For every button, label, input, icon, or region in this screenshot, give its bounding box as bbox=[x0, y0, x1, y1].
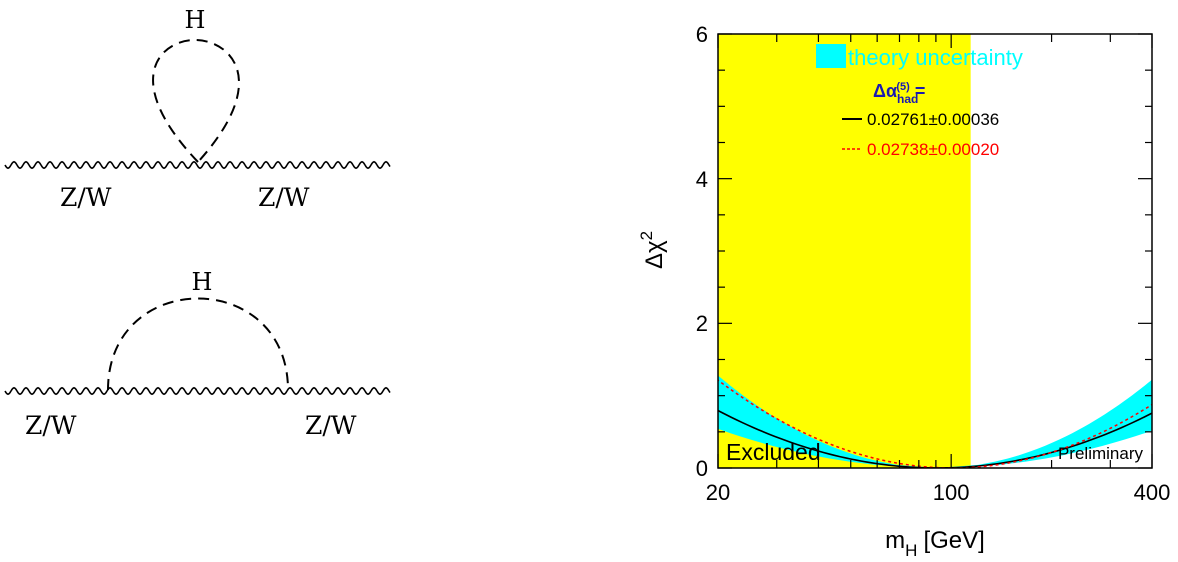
higgs-loop-dashed bbox=[152, 38, 240, 163]
boson-label-right: Z/W bbox=[258, 183, 310, 212]
y-axis-title: Δχ2 bbox=[637, 231, 668, 269]
boson-line-wavy bbox=[4, 386, 391, 396]
legend-band-label: theory uncertainty bbox=[848, 45, 1023, 70]
legend-entry-label: 0.02738±0.00020 bbox=[867, 140, 999, 159]
delta-chi2-chart: 20 100 400 0 2 4 6 mH [GeV] Δχ2 Excluded … bbox=[637, 22, 1171, 560]
boson-label-left: Z/W bbox=[60, 183, 112, 212]
legend-entry-label: 0.02761±0.00036 bbox=[867, 110, 999, 129]
legend: theory uncertainty Δαhad(5) = 0.02761±0.… bbox=[816, 44, 1023, 159]
feynman-diagrams: H Z/W Z/W H Z/W Z/W bbox=[4, 6, 391, 440]
higgs-propagator-dashed bbox=[107, 297, 289, 391]
y-tick-label: 6 bbox=[696, 22, 708, 47]
x-tick-label: 400 bbox=[1134, 480, 1171, 505]
boson-line-wavy bbox=[4, 160, 391, 170]
y-tick-label: 2 bbox=[696, 311, 708, 336]
y-tick-label: 0 bbox=[696, 456, 708, 481]
legend-band-swatch bbox=[816, 44, 846, 68]
excluded-region bbox=[718, 34, 971, 468]
higgs-label: H bbox=[185, 6, 206, 34]
axis-ticks bbox=[717, 33, 1153, 469]
x-tick-label: 100 bbox=[933, 480, 970, 505]
self-energy-diagram: H Z/W Z/W bbox=[4, 268, 391, 440]
y-tick-label: 4 bbox=[696, 167, 708, 192]
x-tick-label: 20 bbox=[706, 480, 730, 505]
theory-uncertainty-band bbox=[718, 34, 1152, 468]
boson-label-left: Z/W bbox=[25, 411, 77, 440]
preliminary-label: Preliminary bbox=[1058, 444, 1144, 463]
excluded-label: Excluded bbox=[726, 439, 821, 465]
higgs-label: H bbox=[192, 268, 213, 296]
boson-label-right: Z/W bbox=[305, 411, 357, 440]
tadpole-diagram: H Z/W Z/W bbox=[4, 6, 391, 212]
legend-header: Δαhad(5) = bbox=[873, 81, 925, 106]
x-axis-title: mH [GeV] bbox=[885, 527, 985, 560]
